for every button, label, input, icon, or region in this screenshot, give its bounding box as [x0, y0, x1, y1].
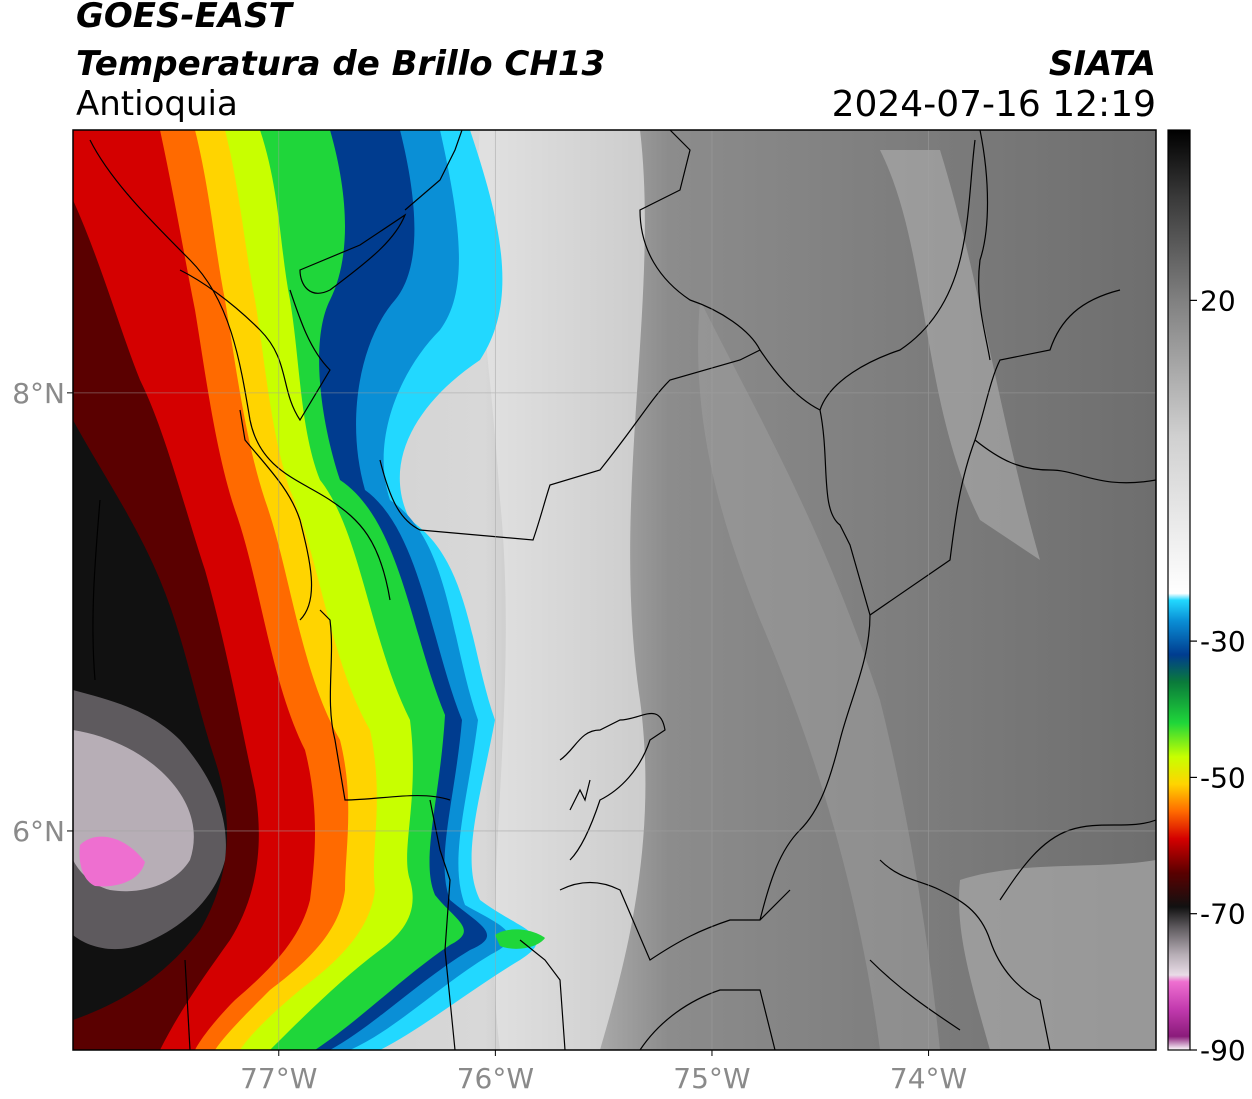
boundary-lines	[89, 130, 1156, 1050]
title-region: Antioquia	[76, 84, 238, 124]
timestamp-label: 2024-07-16 12:19	[831, 84, 1156, 125]
latitude-axis: 8°N 6°N	[12, 377, 73, 848]
lon-tick-label: 75°W	[673, 1062, 750, 1095]
colorbar-tick-label: 20	[1200, 284, 1236, 317]
lat-tick-label: 6°N	[12, 815, 65, 848]
lon-tick-label: 74°W	[890, 1062, 967, 1095]
longitude-axis: 77°W 76°W 75°W 74°W	[240, 1050, 967, 1095]
title-satellite: GOES-EAST	[76, 0, 292, 36]
colorbar-tick-label: -50	[1200, 761, 1246, 794]
title-product: Temperatura de Brillo CH13	[76, 44, 606, 84]
colorbar-tick-label: -70	[1200, 898, 1246, 931]
lon-tick-label: 77°W	[240, 1062, 317, 1095]
lat-tick-label: 8°N	[12, 377, 65, 410]
colorbar-ticks: 20 -30 -50 -70 -90	[1190, 284, 1246, 1067]
colorbar: 20 -30 -50 -70 -90	[1167, 129, 1246, 1067]
lon-tick-label: 76°W	[457, 1062, 534, 1095]
satellite-image	[73, 130, 1156, 1050]
graticule	[73, 130, 1156, 1050]
organization-label: SIATA	[1048, 44, 1156, 84]
map-frame	[72, 129, 1157, 1051]
colorbar-tick-label: -90	[1200, 1034, 1246, 1067]
colorbar-tick-label: -30	[1200, 625, 1246, 658]
colorbar-scale	[1167, 129, 1191, 1051]
